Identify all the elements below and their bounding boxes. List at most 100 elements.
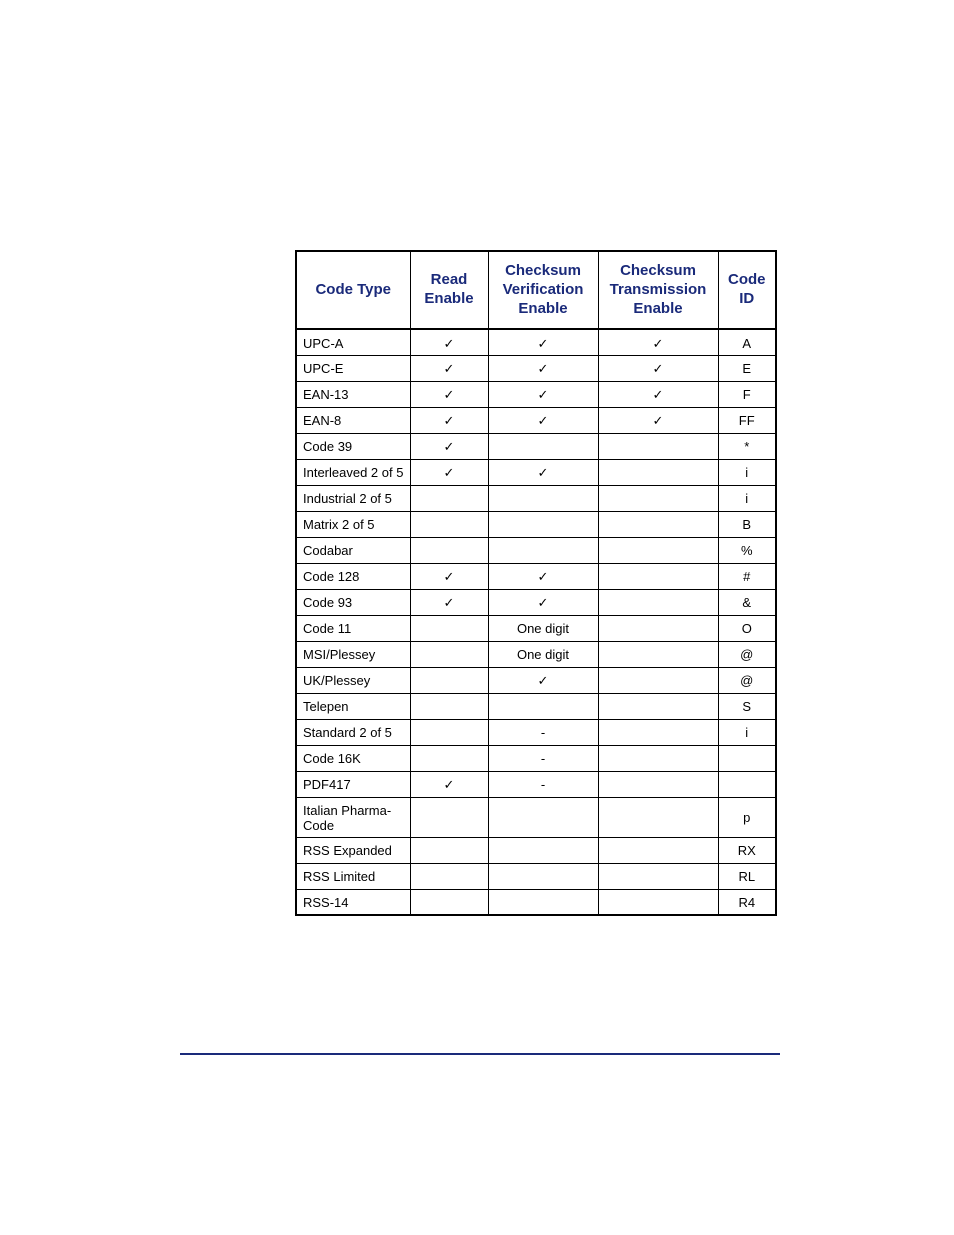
cell-read-enable (410, 863, 488, 889)
table-row: Code 11One digitO (296, 615, 776, 641)
table-row: MSI/PlesseyOne digit@ (296, 641, 776, 667)
cell-checksum-transmission (598, 615, 718, 641)
cell-checksum-verification (488, 511, 598, 537)
check-icon: ✓ (538, 673, 549, 688)
table-row: Codabar% (296, 537, 776, 563)
cell-checksum-verification: ✓ (488, 329, 598, 355)
cell-checksum-verification (488, 889, 598, 915)
cell-read-enable: ✓ (410, 589, 488, 615)
table-row: EAN-8✓✓✓FF (296, 407, 776, 433)
cell-checksum-verification: - (488, 719, 598, 745)
cell-code-id: B (718, 511, 776, 537)
col-read-enable: Read Enable (410, 251, 488, 329)
table-body: UPC-A✓✓✓AUPC-E✓✓✓EEAN-13✓✓✓FEAN-8✓✓✓FFCo… (296, 329, 776, 915)
cell-read-enable (410, 889, 488, 915)
table-row: EAN-13✓✓✓F (296, 381, 776, 407)
cell-code-type: Matrix 2 of 5 (296, 511, 410, 537)
table-row: UPC-A✓✓✓A (296, 329, 776, 355)
cell-code-type: RSS Expanded (296, 837, 410, 863)
cell-code-id: F (718, 381, 776, 407)
cell-code-id: A (718, 329, 776, 355)
check-icon: ✓ (444, 336, 455, 351)
cell-code-id (718, 745, 776, 771)
cell-checksum-verification: ✓ (488, 381, 598, 407)
page: Code Type Read Enable Checksum Verificat… (0, 0, 954, 1235)
cell-code-type: PDF417 (296, 771, 410, 797)
cell-checksum-verification (488, 837, 598, 863)
cell-code-id: R4 (718, 889, 776, 915)
cell-read-enable (410, 719, 488, 745)
cell-code-type: Code 93 (296, 589, 410, 615)
cell-checksum-transmission (598, 485, 718, 511)
cell-checksum-transmission (598, 641, 718, 667)
cell-code-id (718, 771, 776, 797)
cell-checksum-verification (488, 485, 598, 511)
cell-checksum-verification: ✓ (488, 459, 598, 485)
check-icon: ✓ (444, 387, 455, 402)
cell-code-type: EAN-8 (296, 407, 410, 433)
table-row: RSS LimitedRL (296, 863, 776, 889)
cell-checksum-transmission (598, 863, 718, 889)
cell-code-id: i (718, 459, 776, 485)
cell-checksum-transmission (598, 797, 718, 837)
cell-checksum-verification (488, 797, 598, 837)
table-row: Code 39✓* (296, 433, 776, 459)
cell-code-id: @ (718, 667, 776, 693)
check-icon: ✓ (444, 777, 455, 792)
cell-read-enable: ✓ (410, 329, 488, 355)
cell-read-enable (410, 485, 488, 511)
table-row: Italian Pharma-Codep (296, 797, 776, 837)
table-row: Code 93✓✓& (296, 589, 776, 615)
cell-code-type: MSI/Plessey (296, 641, 410, 667)
cell-read-enable (410, 797, 488, 837)
footer-rule (180, 1053, 780, 1055)
cell-checksum-verification: One digit (488, 615, 598, 641)
cell-checksum-verification: ✓ (488, 563, 598, 589)
cell-checksum-transmission (598, 889, 718, 915)
cell-code-type: UK/Plessey (296, 667, 410, 693)
cell-code-type: RSS-14 (296, 889, 410, 915)
col-code-type: Code Type (296, 251, 410, 329)
cell-checksum-transmission (598, 667, 718, 693)
table-row: PDF417✓- (296, 771, 776, 797)
table-header: Code Type Read Enable Checksum Verificat… (296, 251, 776, 329)
cell-read-enable: ✓ (410, 381, 488, 407)
cell-read-enable (410, 693, 488, 719)
cell-checksum-transmission (598, 511, 718, 537)
cell-checksum-transmission (598, 693, 718, 719)
cell-code-id: FF (718, 407, 776, 433)
cell-read-enable (410, 537, 488, 563)
table-row: UPC-E✓✓✓E (296, 355, 776, 381)
cell-read-enable: ✓ (410, 433, 488, 459)
check-icon: ✓ (653, 361, 664, 376)
check-icon: ✓ (538, 465, 549, 480)
cell-read-enable: ✓ (410, 563, 488, 589)
cell-read-enable: ✓ (410, 407, 488, 433)
cell-code-id: i (718, 719, 776, 745)
cell-checksum-verification (488, 693, 598, 719)
cell-checksum-transmission: ✓ (598, 407, 718, 433)
cell-checksum-verification: One digit (488, 641, 598, 667)
cell-code-id: RX (718, 837, 776, 863)
cell-checksum-transmission (598, 537, 718, 563)
cell-code-id: RL (718, 863, 776, 889)
table-row: TelepenS (296, 693, 776, 719)
cell-checksum-verification (488, 433, 598, 459)
cell-checksum-transmission (598, 837, 718, 863)
cell-code-id: E (718, 355, 776, 381)
cell-code-type: Codabar (296, 537, 410, 563)
table-row: RSS Expanded RX (296, 837, 776, 863)
col-checksum-transmission: Checksum Transmission Enable (598, 251, 718, 329)
cell-code-type: Code 128 (296, 563, 410, 589)
cell-code-id: O (718, 615, 776, 641)
table-row: Interleaved 2 of 5✓✓i (296, 459, 776, 485)
cell-code-type: Italian Pharma-Code (296, 797, 410, 837)
check-icon: ✓ (538, 361, 549, 376)
cell-code-id: i (718, 485, 776, 511)
cell-read-enable (410, 511, 488, 537)
table-header-row: Code Type Read Enable Checksum Verificat… (296, 251, 776, 329)
cell-code-type: Code 16K (296, 745, 410, 771)
cell-checksum-transmission (598, 589, 718, 615)
table-row: UK/Plessey ✓ @ (296, 667, 776, 693)
check-icon: ✓ (444, 595, 455, 610)
